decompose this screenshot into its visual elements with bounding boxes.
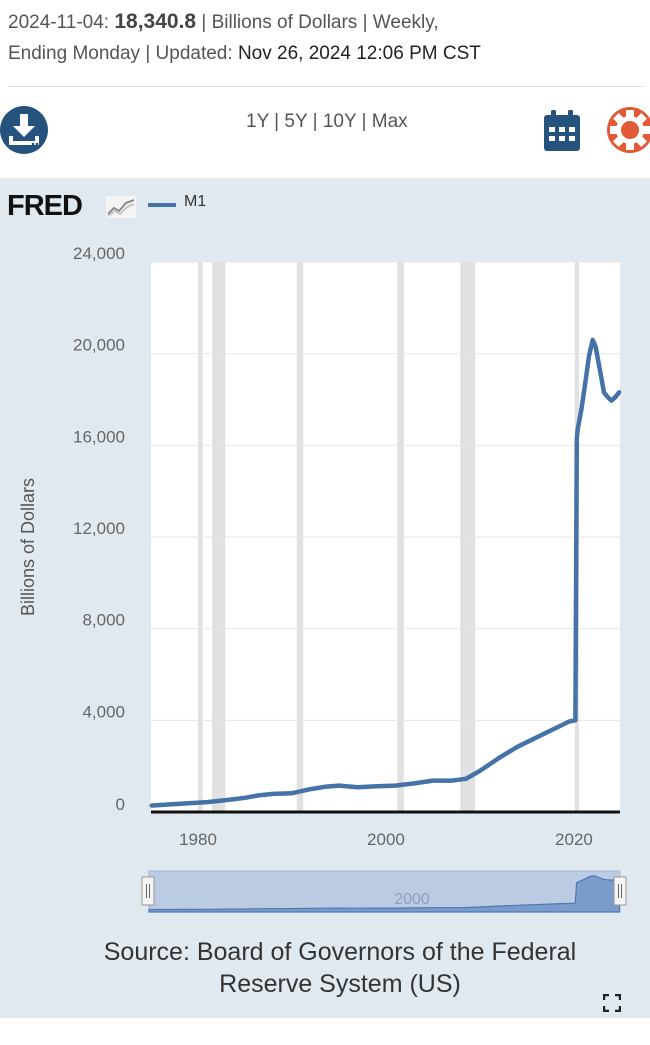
data-point	[264, 792, 268, 797]
data-point	[337, 784, 341, 788]
y-tick-label: 0	[116, 795, 125, 814]
data-point	[587, 354, 591, 358]
data-point	[497, 756, 501, 760]
navigator-handle[interactable]	[613, 876, 627, 906]
data-point	[583, 381, 587, 386]
data-point	[591, 338, 595, 342]
data-point	[613, 395, 617, 399]
fullscreen-icon[interactable]	[603, 994, 621, 1012]
data-point	[393, 784, 397, 788]
source-line-1: Source: Board of Governors of the Federa…	[103, 938, 577, 966]
data-point	[553, 726, 557, 730]
range-max[interactable]: Max	[371, 111, 408, 132]
data-point	[609, 399, 614, 403]
legend-label-m1[interactable]: M1	[184, 193, 207, 210]
series-line-m1[interactable]	[150, 337, 622, 808]
range-separator: |	[268, 111, 285, 132]
navigator-handle[interactable]	[141, 876, 155, 906]
data-point	[149, 803, 153, 808]
series-header: 2024-11-04: 18,340.8 | Billions of Dolla…	[8, 6, 638, 69]
range-separator: |	[307, 111, 323, 132]
data-point	[602, 391, 606, 395]
data-point	[579, 407, 584, 411]
range-separator: |	[356, 111, 372, 132]
calendar-icon[interactable]	[543, 109, 581, 153]
y-tick-label: 24,000	[73, 244, 125, 263]
y-tick-label: 20,000	[73, 336, 125, 355]
data-point	[356, 785, 360, 789]
data-point	[290, 791, 294, 795]
x-tick-label: 1980	[179, 830, 217, 849]
data-point	[576, 427, 580, 431]
data-point	[271, 792, 275, 796]
observation-date: 2024-11-04:	[8, 12, 110, 33]
data-point	[593, 345, 598, 349]
data-point	[478, 769, 482, 773]
data-point	[606, 395, 610, 399]
data-point	[450, 779, 454, 783]
x-tick-label: 2020	[555, 830, 593, 849]
units-frequency: | Billions of Dollars | Weekly,	[201, 12, 439, 33]
data-point	[205, 800, 209, 804]
legend-swatch-m1	[148, 203, 176, 207]
x-tick-label: 2000	[367, 830, 405, 849]
gear-icon[interactable]	[606, 105, 650, 155]
data-point	[412, 781, 416, 785]
data-point	[374, 784, 379, 788]
data-point	[534, 735, 538, 740]
source-line-2: Reserve System (US)	[219, 970, 461, 998]
data-point	[243, 796, 247, 800]
y-axis-label: Billions of Dollars	[18, 478, 38, 616]
range-selector: 1Y | 5Y | 10Y | Max	[246, 111, 408, 133]
observation-value: 18,340.8	[114, 10, 197, 33]
data-point	[464, 777, 468, 781]
data-point	[323, 785, 327, 789]
data-point	[257, 793, 261, 797]
data-point	[573, 718, 577, 722]
range-5y[interactable]: 5Y	[284, 111, 308, 132]
y-tick-label: 4,000	[82, 702, 125, 721]
navigator-year-label: 2000	[394, 891, 430, 908]
data-point	[617, 390, 622, 394]
updated-timestamp: Nov 26, 2024 12:06 PM CST	[237, 43, 481, 64]
fred-logo-spark-icon	[106, 196, 136, 218]
data-point	[224, 798, 228, 802]
y-tick-label: 16,000	[73, 427, 125, 446]
range-1y[interactable]: 1Y	[246, 111, 269, 132]
data-point	[575, 436, 579, 441]
source-note: Source: Board of Governors of the Federa…	[0, 936, 650, 1000]
fred-logo: FRED	[7, 190, 83, 222]
range-10y[interactable]: 10Y	[322, 111, 357, 132]
data-point	[567, 719, 571, 724]
download-icon[interactable]	[0, 104, 52, 156]
data-point	[186, 801, 191, 805]
data-point	[598, 370, 602, 374]
data-point	[431, 779, 435, 783]
navigator-series	[148, 875, 621, 913]
data-point	[309, 787, 313, 791]
data-point	[168, 802, 172, 807]
frequency-updated-label: Ending Monday | Updated:	[8, 43, 233, 64]
data-point	[515, 745, 520, 749]
y-tick-label: 8,000	[82, 611, 125, 630]
divider	[8, 86, 644, 87]
y-tick-label: 12,000	[73, 519, 125, 538]
